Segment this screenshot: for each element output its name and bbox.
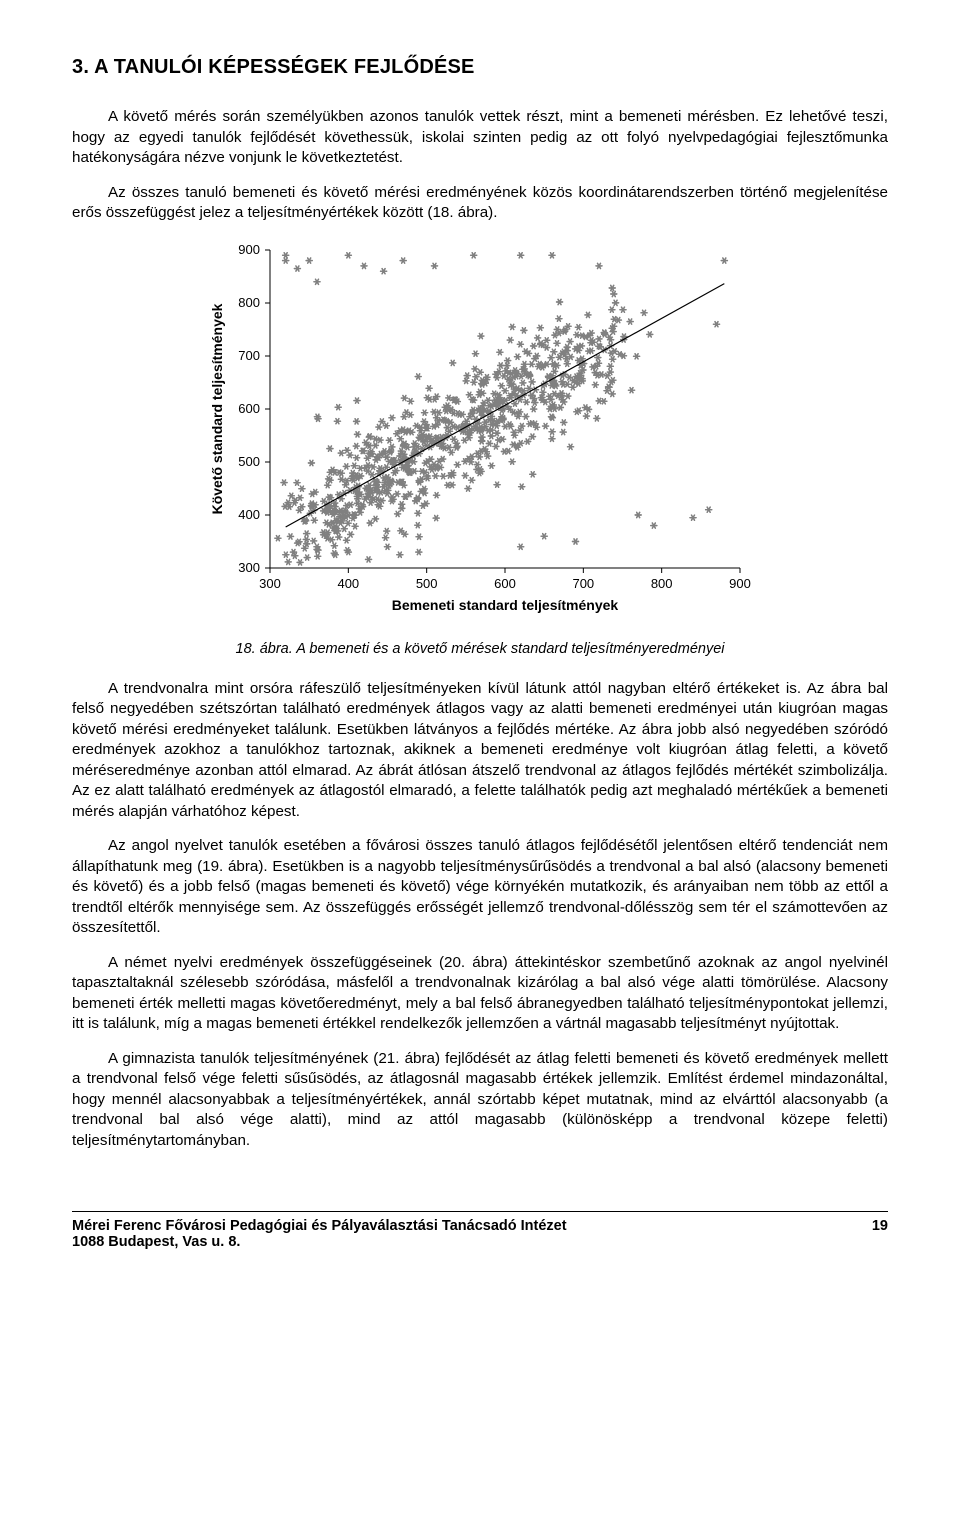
page-footer: Mérei Ferenc Fővárosi Pedagógiai és Pály… bbox=[72, 1211, 888, 1250]
svg-text:800: 800 bbox=[238, 295, 260, 310]
paragraph-6: A gimnazista tanulók teljesítményének (2… bbox=[72, 1049, 888, 1152]
paragraph-2: Az összes tanuló bemeneti és követő méré… bbox=[72, 183, 888, 224]
svg-text:400: 400 bbox=[337, 576, 359, 591]
svg-text:900: 900 bbox=[729, 576, 751, 591]
figure-caption: 18. ábra. A bemeneti és a követő mérések… bbox=[72, 641, 888, 657]
scatter-chart: 300 400 500 600 700 800 900 300 400 500 600 700 800 9… bbox=[200, 238, 760, 618]
svg-text:300: 300 bbox=[238, 560, 260, 575]
paragraph-3: A trendvonalra mint orsóra ráfeszülő tel… bbox=[72, 679, 888, 823]
svg-text:500: 500 bbox=[238, 454, 260, 469]
svg-text:900: 900 bbox=[238, 242, 260, 257]
figure-18: 300 400 500 600 700 800 900 300 400 500 600 700 800 9… bbox=[72, 238, 888, 623]
paragraph-5: A német nyelvi eredmények összefüggésein… bbox=[72, 953, 888, 1035]
svg-text:600: 600 bbox=[238, 401, 260, 416]
paragraph-4: Az angol nyelvet tanulók esetében a fővá… bbox=[72, 836, 888, 939]
paragraph-1: A követő mérés során személyükben azonos… bbox=[72, 107, 888, 169]
svg-text:800: 800 bbox=[651, 576, 673, 591]
svg-text:700: 700 bbox=[238, 348, 260, 363]
footer-org: Mérei Ferenc Fővárosi Pedagógiai és Pály… bbox=[72, 1218, 567, 1234]
svg-text:Bemeneti standard teljesítmény: Bemeneti standard teljesítmények bbox=[392, 597, 619, 613]
svg-text:300: 300 bbox=[259, 576, 281, 591]
footer-addr: 1088 Budapest, Vas u. 8. bbox=[72, 1234, 567, 1250]
svg-text:Követő standard teljesítmények: Követő standard teljesítmények bbox=[209, 303, 225, 514]
page-number: 19 bbox=[872, 1218, 888, 1250]
section-heading: 3. A TANULÓI KÉPESSÉGEK FEJLŐDÉSE bbox=[72, 56, 888, 79]
svg-text:500: 500 bbox=[416, 576, 438, 591]
svg-text:400: 400 bbox=[238, 507, 260, 522]
svg-text:700: 700 bbox=[572, 576, 594, 591]
svg-text:600: 600 bbox=[494, 576, 516, 591]
